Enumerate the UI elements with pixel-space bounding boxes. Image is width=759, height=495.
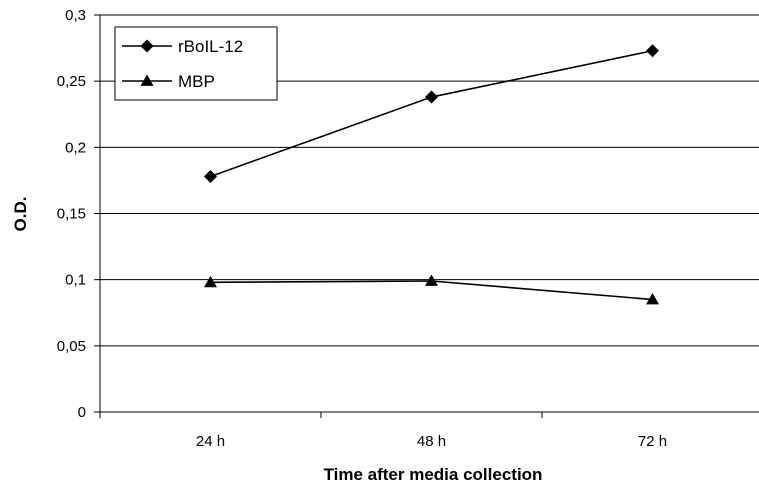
y-tick-label: 0 [78,404,86,421]
x-tick-label: 48 h [417,433,446,450]
legend-item: MBP [122,72,215,91]
series-rboil-12 [204,44,659,183]
y-tick-label: 0,25 [57,73,86,90]
y-axis-title: O.D. [11,197,30,232]
y-tick-label: 0,2 [65,139,86,156]
triangle-marker [204,275,217,288]
legend-items: rBoIL-12 MBP [122,37,243,91]
triangle-marker [425,274,438,286]
diamond-marker [646,44,659,58]
legend-item: rBoIL-12 [122,37,243,56]
y-tick-label: 0,15 [57,206,86,223]
x-axis-title: Time after media collection [324,465,543,484]
legend-label: rBoIL-12 [178,37,243,56]
y-tick-label: 0,1 [65,272,86,289]
series-mbp [204,274,659,305]
legend: rBoIL-12 MBP [114,26,278,101]
y-tick-label: 0,3 [65,7,86,24]
x-ticks: 24 h 48 h 72 h [99,412,667,450]
diamond-marker [140,39,154,53]
series [204,44,659,305]
diamond-marker [204,169,217,183]
triangle-marker [140,74,154,86]
diamond-marker [425,90,438,104]
y-ticks: 0 0,05 0,1 0,15 0,2 0,25 0,3 [57,7,100,421]
legend-label: MBP [178,72,215,91]
legend-box [114,26,278,101]
y-tick-label: 0,05 [57,338,86,355]
triangle-marker [646,293,659,305]
x-tick-label: 72 h [638,433,667,450]
x-tick-label: 24 h [196,433,225,450]
